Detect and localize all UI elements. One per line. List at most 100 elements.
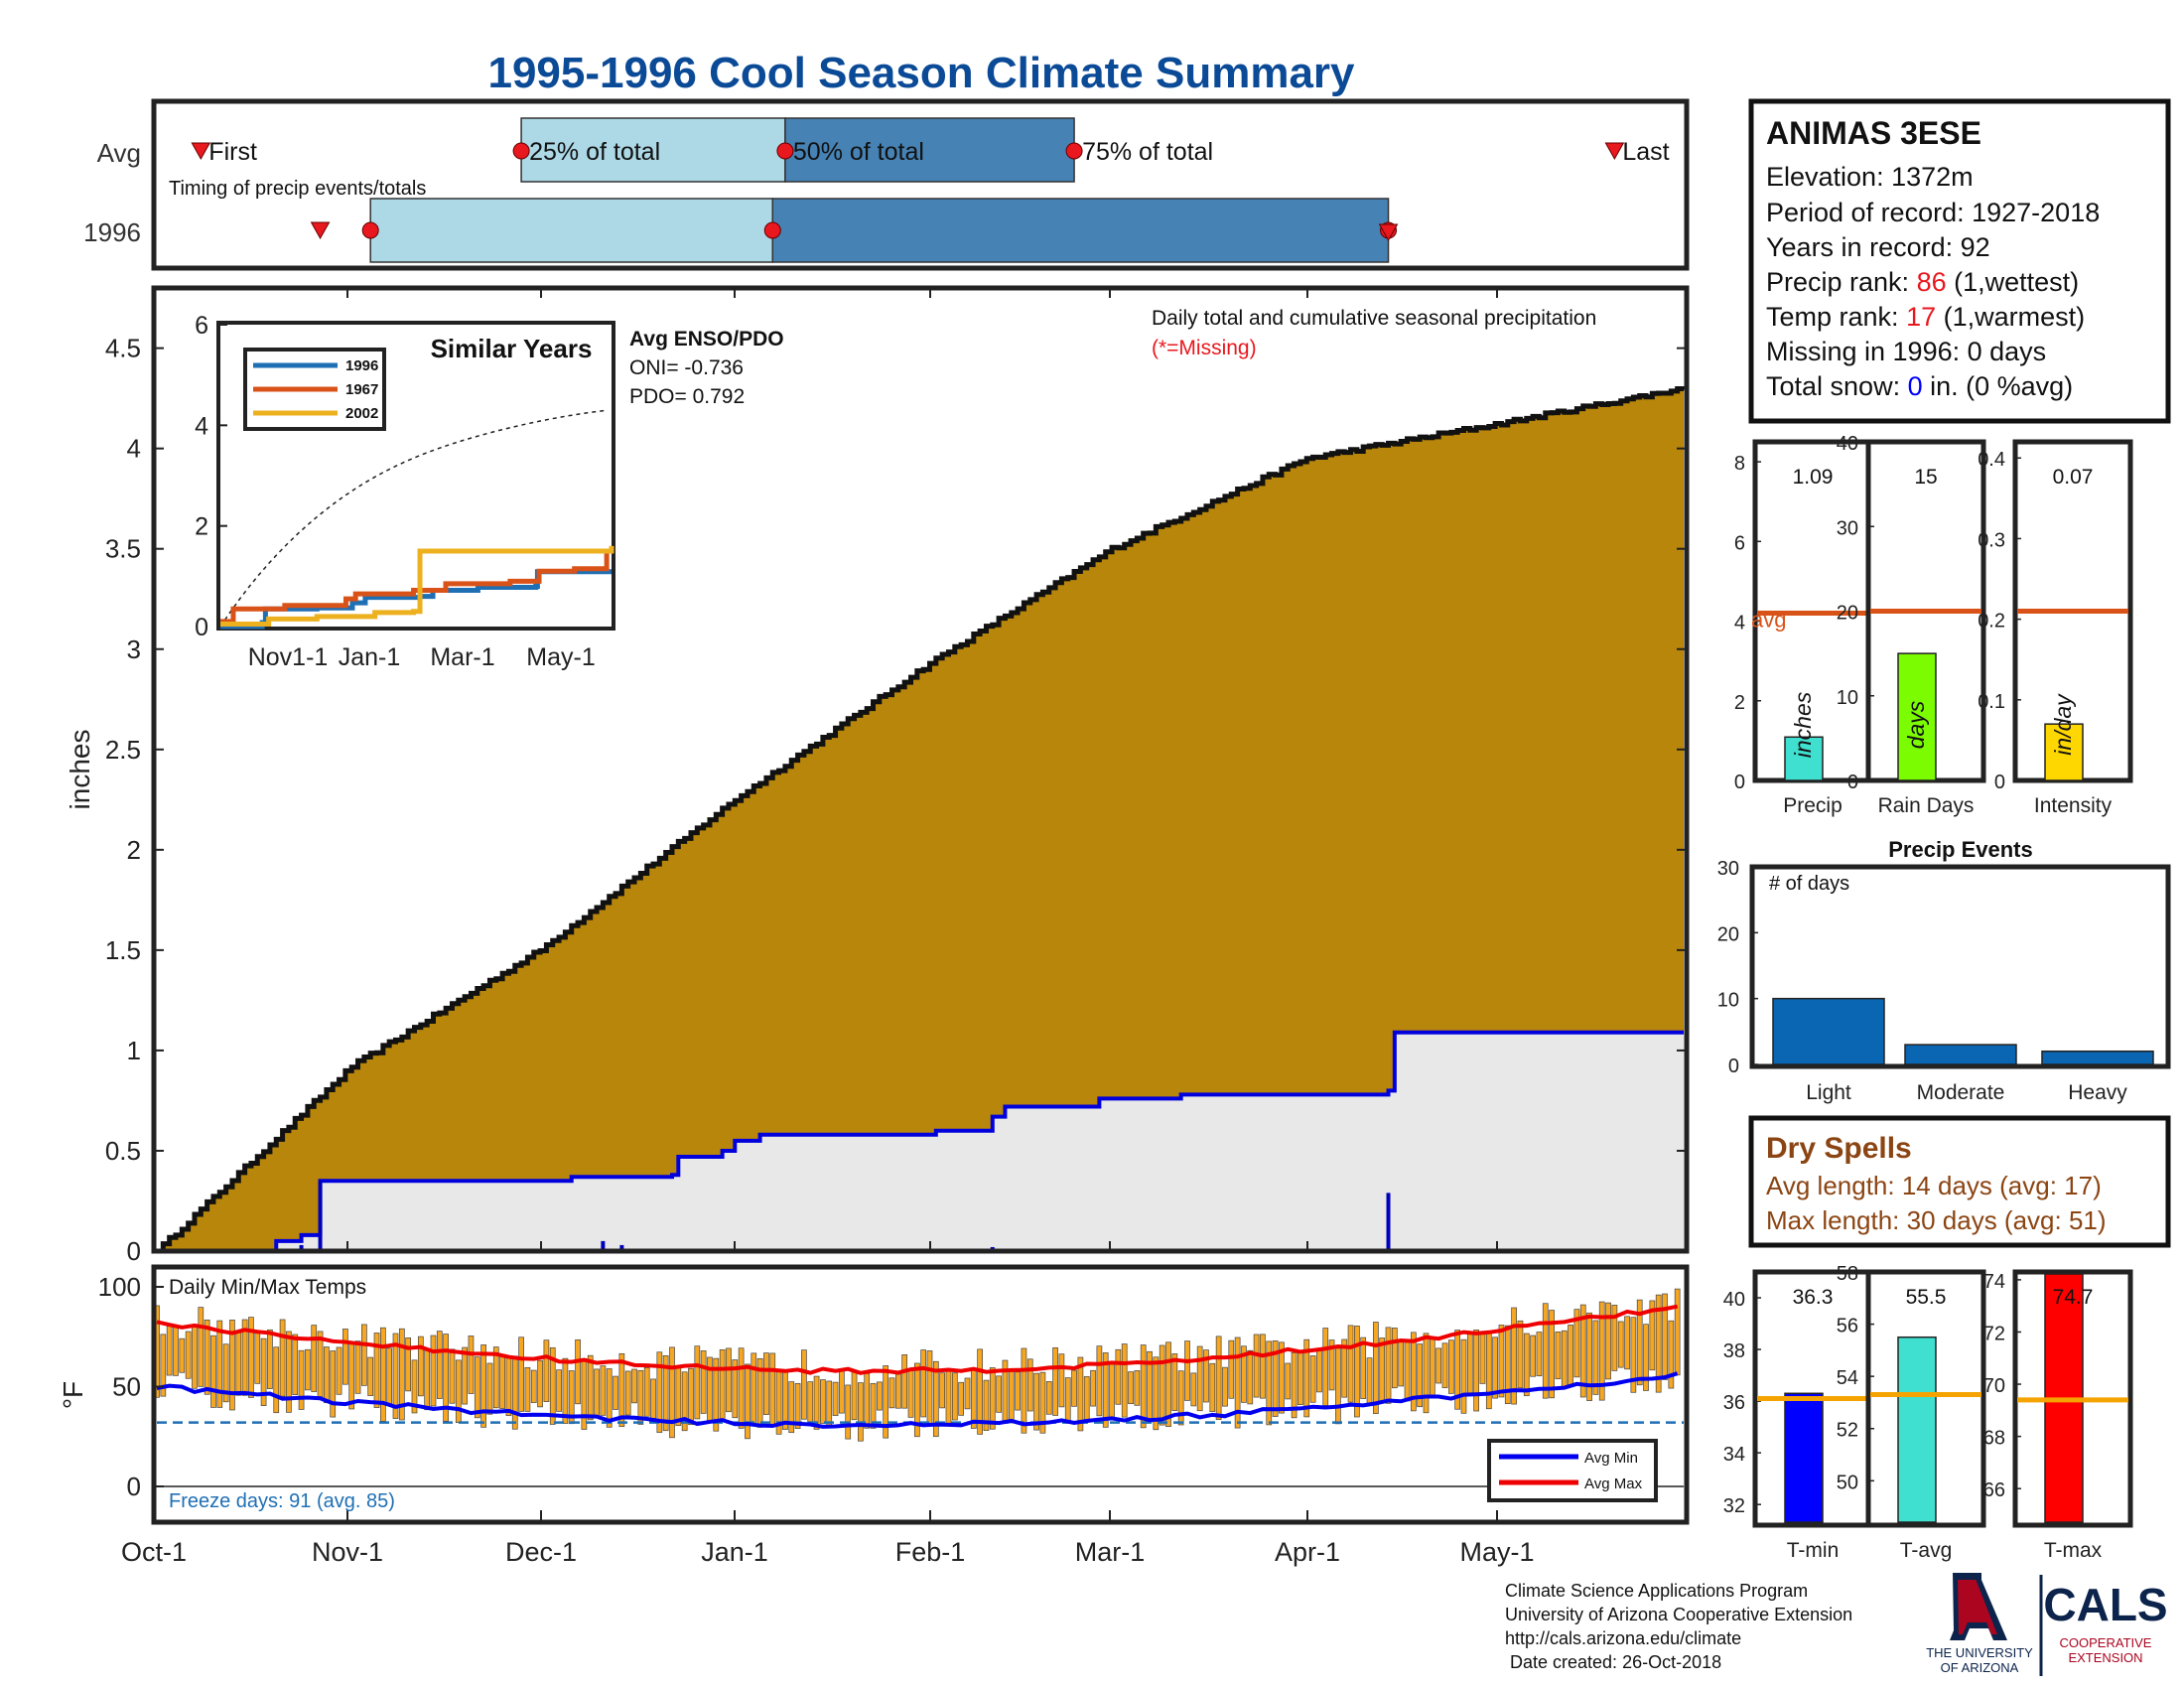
temp-summary-bar [1897,1336,1937,1523]
daily-temp-bar [505,1356,512,1416]
events-category-label: Moderate [1917,1081,2005,1104]
main-chart-frame [151,285,1690,1254]
daily-temp-bar [745,1363,751,1440]
missing-label: Missing in 1996: [1766,337,1968,366]
daily-temp-bar [1410,1332,1417,1412]
daily-temp-bar [185,1331,192,1379]
dry-spells-title: Dry Spells [1766,1132,1912,1165]
legend-label-avg-min: Avg Min [1584,1450,1638,1467]
daily-temp-bar [738,1347,745,1429]
daily-temp-bar [1598,1301,1605,1401]
temp-summary-tick-label: 54 [1837,1367,1858,1389]
daily-temp-bar [594,1368,600,1418]
daily-temp-bar [1561,1330,1568,1388]
daily-temp-bar [1347,1325,1354,1403]
daily-temp-bar [681,1371,688,1432]
daily-temp-bar [1215,1336,1222,1420]
daily-temp-bar [1392,1328,1398,1389]
inset-series-1967 [220,548,612,625]
daily-temp-bar [907,1368,914,1418]
daily-temp-bar [1511,1307,1517,1405]
daily-temp-bar [1159,1344,1165,1426]
cals-logo-sub-2: EXTENSION [2068,1650,2142,1665]
summary-tick-label: 40 [1837,433,1858,455]
daily-temp-bar [373,1333,380,1408]
temp-summary-tick-label: 38 [1723,1340,1745,1362]
enso-title: Avg ENSO/PDO [629,328,784,351]
summary-tick-label: 0.1 [1978,691,2005,713]
university-of-arizona-logo: THE UNIVERSITY OF ARIZONA [1926,1573,2033,1675]
period-line: Period of record: 1927-2018 [1766,198,2100,227]
daily-temp-bar [1121,1343,1128,1418]
footer-line-university: University of Arizona Cooperative Extens… [1505,1605,1852,1624]
daily-temp-bar [1328,1339,1335,1391]
daily-temp-bar [839,1369,845,1414]
pdo-value: PDO= 0.792 [629,385,745,408]
summary-tick-label: 20 [1837,603,1858,625]
marker-label-last: Last [1622,138,1669,166]
marker-label-75: 75% of total [1082,138,1213,166]
daily-temp-bar [618,1352,625,1427]
years-label: Years in record: [1766,232,1961,262]
daily-temp-bar [1655,1294,1662,1393]
daily-temp-bar [524,1366,531,1412]
inset-y-tick-label: 2 [195,513,208,541]
daily-temp-bar [1272,1339,1279,1417]
daily-temp-bar [656,1351,663,1433]
temperature-chart: 0 50 100 Daily Min/Max Temps °F Freeze day… [58,1264,1690,1525]
precip-summary-bars: 02468avg1.09inchesPrecip01020304015daysR… [1734,433,2133,817]
summary-tick-label: 4 [1734,613,1745,634]
avg-75-marker [1065,142,1083,160]
daily-temp-bar [581,1357,588,1430]
daily-temp-bar [179,1337,186,1373]
daily-temp-bar [732,1359,739,1419]
daily-temp-bar [330,1350,337,1418]
main-y-tick-label: 0 [127,1236,141,1266]
daily-temp-bar [1555,1332,1562,1380]
avg-50-marker [776,142,794,160]
inset-series-2002 [220,545,614,627]
freeze-days: Freeze days: 91 (avg. 85) [169,1490,395,1512]
temp-chart-title: Daily Min/Max Temps [169,1276,366,1299]
daily-temp-bar [1579,1304,1586,1398]
daily-temp-bar [443,1334,449,1422]
elevation-line: Elevation: 1372m [1766,162,1974,192]
inset-y-tick-label: 0 [195,614,208,641]
daily-temp-bar [662,1354,669,1432]
daily-temp-bar [1021,1347,1027,1434]
summary-tick-label: 0.3 [1978,529,2005,551]
daily-temp-bar [1291,1351,1297,1419]
daily-temp-bar [1636,1299,1643,1386]
daily-temp-bar [1045,1381,1052,1415]
daily-temp-bar [1190,1372,1197,1407]
avg-min-line [156,1371,1679,1429]
daily-temp-bar [1479,1332,1486,1384]
legend-label-1996: 1996 [345,357,378,374]
daily-temp-bar [769,1352,776,1427]
daily-temp-bar [260,1337,267,1406]
cumulative-precip-outline [157,386,1687,1254]
daily-temp-bar [751,1352,757,1426]
daily-temp-bar [1064,1377,1071,1424]
daily-temp-bar [1530,1335,1536,1377]
inset-x-tick-label: Jan-1 [339,643,401,671]
daily-temp-bar [1134,1370,1141,1406]
daily-temp-bar [913,1362,920,1438]
years-line: Years in record: 92 [1766,232,1990,262]
legend-label-avg-max: Avg Max [1584,1476,1643,1492]
summary-category-label: Precip [1783,794,1843,817]
main-y-tick-label: 4 [127,434,141,464]
daily-temp-bar [1360,1336,1367,1399]
main-y-tick-label: 0.5 [105,1136,141,1166]
daily-temp-bar [845,1384,852,1440]
station-info-box: ANIMAS 3ESE Elevation: 1372m Period of r… [1748,98,2171,424]
daily-temp-bar [1196,1345,1203,1412]
main-y-tick-label: 2 [127,835,141,865]
daily-temp-bar [763,1352,769,1416]
daily-temp-bar [643,1367,650,1417]
daily-temp-bar [1617,1321,1624,1368]
daily-temp-bar [1592,1320,1599,1395]
daily-temp-bar [1398,1341,1405,1387]
marker-label-25: 25% of total [529,138,660,166]
temp-y-tick-label: 0 [127,1472,141,1501]
